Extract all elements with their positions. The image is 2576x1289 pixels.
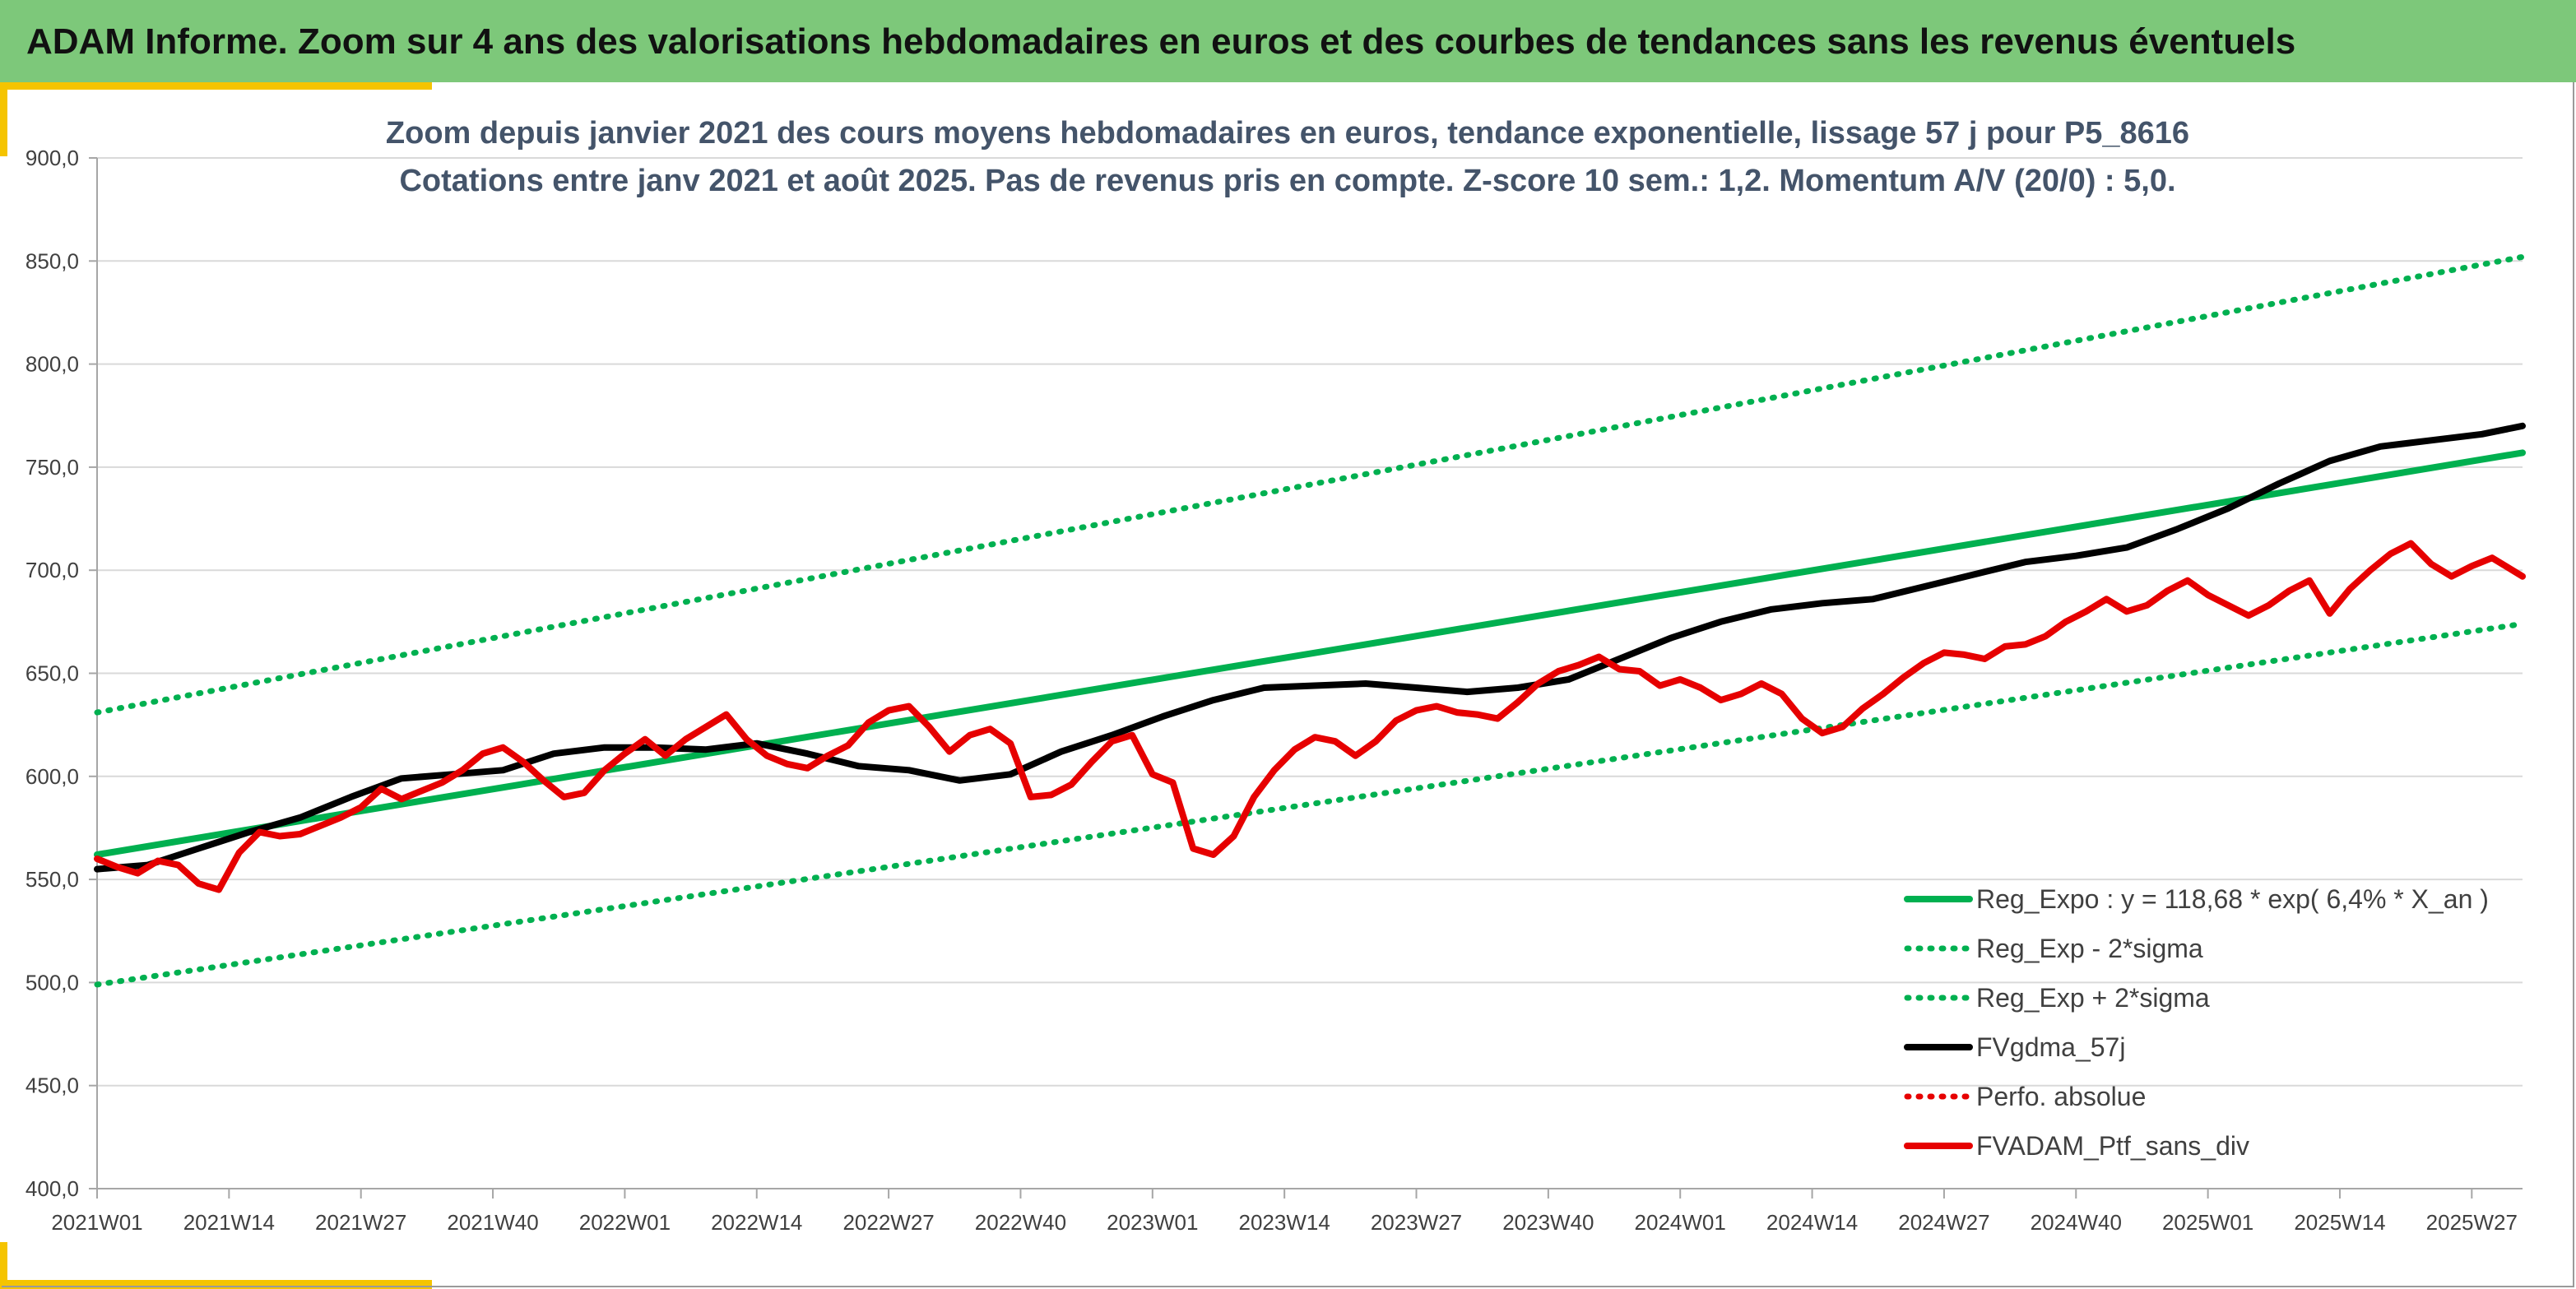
legend-label-5: FVADAM_Ptf_sans_div — [1976, 1131, 2249, 1161]
x-tick-label: 2022W27 — [842, 1210, 934, 1235]
y-tick-label: 550,0 — [26, 867, 79, 892]
x-tick-label: 2023W14 — [1239, 1210, 1330, 1235]
x-tick-label: 2025W27 — [2426, 1210, 2518, 1235]
y-tick-label: 800,0 — [26, 352, 79, 377]
chart-frame — [2, 82, 2574, 1287]
x-tick-label: 2021W14 — [183, 1210, 275, 1235]
y-tick-label: 750,0 — [26, 455, 79, 480]
page-title: ADAM Informe. Zoom sur 4 ans des valoris… — [26, 21, 2296, 62]
x-tick-label: 2023W01 — [1107, 1210, 1198, 1235]
legend-label-2: Reg_Exp + 2*sigma — [1976, 983, 2210, 1013]
header-banner: ADAM Informe. Zoom sur 4 ans des valoris… — [0, 0, 2576, 82]
legend-label-3: FVgdma_57j — [1976, 1032, 2125, 1062]
x-tick-label: 2021W27 — [315, 1210, 406, 1235]
x-tick-label: 2024W40 — [2031, 1210, 2122, 1235]
x-tick-label: 2025W01 — [2162, 1210, 2253, 1235]
legend-label-1: Reg_Exp - 2*sigma — [1976, 934, 2203, 963]
chart-title: Zoom depuis janvier 2021 des cours moyen… — [386, 116, 2189, 198]
x-tick-label: 2024W27 — [1898, 1210, 1989, 1235]
chart-title-line-2: Cotations entre janv 2021 et août 2025. … — [399, 164, 2175, 198]
x-tick-label: 2021W01 — [51, 1210, 142, 1235]
x-tick-label: 2021W40 — [447, 1210, 538, 1235]
y-tick-label: 400,0 — [26, 1176, 79, 1201]
x-tick-label: 2025W14 — [2294, 1210, 2385, 1235]
accent-bar-bottom — [0, 1280, 432, 1289]
series-line-3 — [94, 422, 2526, 873]
accent-bar-left — [0, 82, 7, 156]
x-tick-label: 2023W27 — [1371, 1210, 1462, 1235]
series-line-5 — [94, 540, 2526, 893]
y-tick-label: 900,0 — [26, 146, 79, 170]
series-line-1 — [94, 620, 2526, 988]
x-tick-label: 2024W14 — [1766, 1210, 1858, 1235]
legend-label-0: Reg_Expo : y = 118,68 * exp( 6,4% * X_an… — [1976, 884, 2489, 914]
legend-label-4: Perfo. absolue — [1976, 1082, 2146, 1111]
grid-layer — [97, 157, 2523, 1189]
accent-bar-left-bottom — [0, 1242, 7, 1289]
y-tick-label: 500,0 — [26, 970, 79, 995]
y-tick-label: 650,0 — [26, 661, 79, 686]
x-tick-label: 2022W01 — [579, 1210, 671, 1235]
accent-bar-top — [0, 82, 432, 90]
x-tick-label: 2022W14 — [711, 1210, 802, 1235]
series-line-2 — [94, 253, 2526, 716]
series-layer — [94, 253, 2526, 988]
chart-title-line-1: Zoom depuis janvier 2021 des cours moyen… — [386, 116, 2189, 151]
series-line-0 — [94, 449, 2526, 858]
x-tick-label: 2022W40 — [975, 1210, 1066, 1235]
axis-layer: 400,0 450,0 500,0 550,0 600,0 650,0 700,0 750,0… — [26, 146, 2523, 1235]
y-tick-label: 450,0 — [26, 1073, 79, 1098]
y-tick-label: 700,0 — [26, 558, 79, 582]
chart-legend: Reg_Expo : y = 118,68 * exp( 6,4% * X_an… — [1904, 884, 2489, 1161]
x-tick-label: 2024W01 — [1635, 1210, 1726, 1235]
y-tick-label: 850,0 — [26, 248, 79, 273]
x-tick-label: 2023W40 — [1502, 1210, 1594, 1235]
y-tick-label: 600,0 — [26, 764, 79, 789]
